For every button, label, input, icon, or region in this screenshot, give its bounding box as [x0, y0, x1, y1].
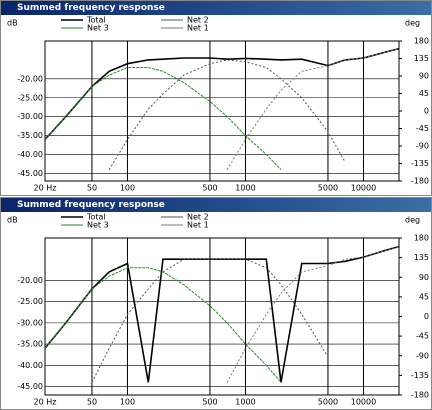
x-tick-label: 5000 — [318, 398, 338, 407]
series-line — [108, 59, 346, 170]
y2-tick-label: -180 — [411, 391, 429, 400]
x-tick-label: 20 Hz — [34, 398, 57, 407]
y-tick-label: -45.00 — [17, 169, 43, 178]
y2-tick-label: -90 — [416, 142, 429, 151]
y2-tick-label: 90 — [419, 72, 429, 81]
series-line — [226, 246, 400, 383]
x-tick-label: 100 — [120, 398, 135, 407]
y2-tick-label: -135 — [411, 371, 429, 380]
x-tick-label: 10000 — [351, 398, 376, 407]
y2-axis-label: deg — [405, 216, 420, 225]
y2-axis-label: deg — [405, 19, 420, 28]
y2-tick-label: -180 — [411, 177, 429, 186]
legend-label: Net 3 — [87, 24, 109, 33]
y-tick-label: -25.00 — [17, 297, 43, 306]
x-tick-label: 10000 — [351, 184, 376, 193]
y-tick-label: -20.00 — [17, 276, 43, 285]
legend-label: Total — [86, 16, 106, 25]
chart: dB deg 20 Hz 50 100 500 1000 5000 10000 -20.00 -25… — [7, 16, 429, 193]
legend-label: Net 2 — [187, 16, 209, 25]
y2-tick-label: 45 — [419, 292, 429, 301]
window: Summed frequency response dB deg 20 Hz 50 10… — [0, 197, 432, 410]
y-axis-label: dB — [7, 216, 18, 225]
chart: dB deg 20 Hz 50 100 500 1000 5000 10000 -20.00 -25… — [7, 213, 429, 407]
y2-tick-label: 90 — [419, 273, 429, 282]
y2-tick-label: -45 — [416, 124, 429, 133]
y-tick-label: -40.00 — [17, 150, 43, 159]
y2-tick-label: 180 — [414, 37, 429, 46]
x-tick-label: 1000 — [235, 398, 255, 407]
series-line — [44, 47, 400, 140]
series-line — [44, 267, 282, 383]
y2-tick-label: 0 — [424, 107, 429, 116]
y2-tick-label: -45 — [416, 332, 429, 341]
x-tick-label: 500 — [202, 184, 217, 193]
y-tick-label: -35.00 — [17, 131, 43, 140]
y2-tick-label: -90 — [416, 351, 429, 360]
window: Summed frequency response dB deg 20 Hz 50 10… — [0, 0, 432, 196]
y-axis-label: dB — [7, 19, 18, 28]
x-tick-label: 50 — [87, 184, 97, 193]
legend-label: Net 2 — [187, 213, 209, 222]
x-tick-label: 50 — [87, 398, 97, 407]
y-tick-label: -45.00 — [17, 382, 43, 391]
x-tick-label: 5000 — [318, 184, 338, 193]
y2-tick-label: 45 — [419, 89, 429, 98]
y-tick-label: -30.00 — [17, 318, 43, 327]
series-line — [44, 245, 400, 383]
legend-label: Net 3 — [87, 221, 109, 230]
x-tick-label: 20 Hz — [34, 184, 57, 193]
y2-tick-label: 180 — [414, 234, 429, 243]
x-tick-label: 1000 — [235, 184, 255, 193]
series-line — [226, 48, 400, 170]
series-line — [44, 67, 282, 170]
series-line — [91, 258, 329, 383]
y2-tick-label: -135 — [411, 159, 429, 168]
legend-label: Net 1 — [187, 221, 209, 230]
y-tick-label: -20.00 — [17, 74, 43, 83]
title-bar: Summed frequency response — [1, 1, 431, 15]
y2-tick-label: 0 — [424, 312, 429, 321]
title-bar: Summed frequency response — [1, 198, 431, 212]
y-tick-label: -40.00 — [17, 361, 43, 370]
y-tick-label: -25.00 — [17, 93, 43, 102]
y2-tick-label: 135 — [414, 253, 429, 262]
y-tick-label: -35.00 — [17, 340, 43, 349]
legend-label: Total — [86, 213, 106, 222]
plot-frame — [44, 40, 400, 182]
x-tick-label: 100 — [120, 184, 135, 193]
x-tick-label: 500 — [202, 398, 217, 407]
y2-tick-label: 135 — [414, 54, 429, 63]
y-tick-label: -30.00 — [17, 112, 43, 121]
legend-label: Net 1 — [187, 24, 209, 33]
